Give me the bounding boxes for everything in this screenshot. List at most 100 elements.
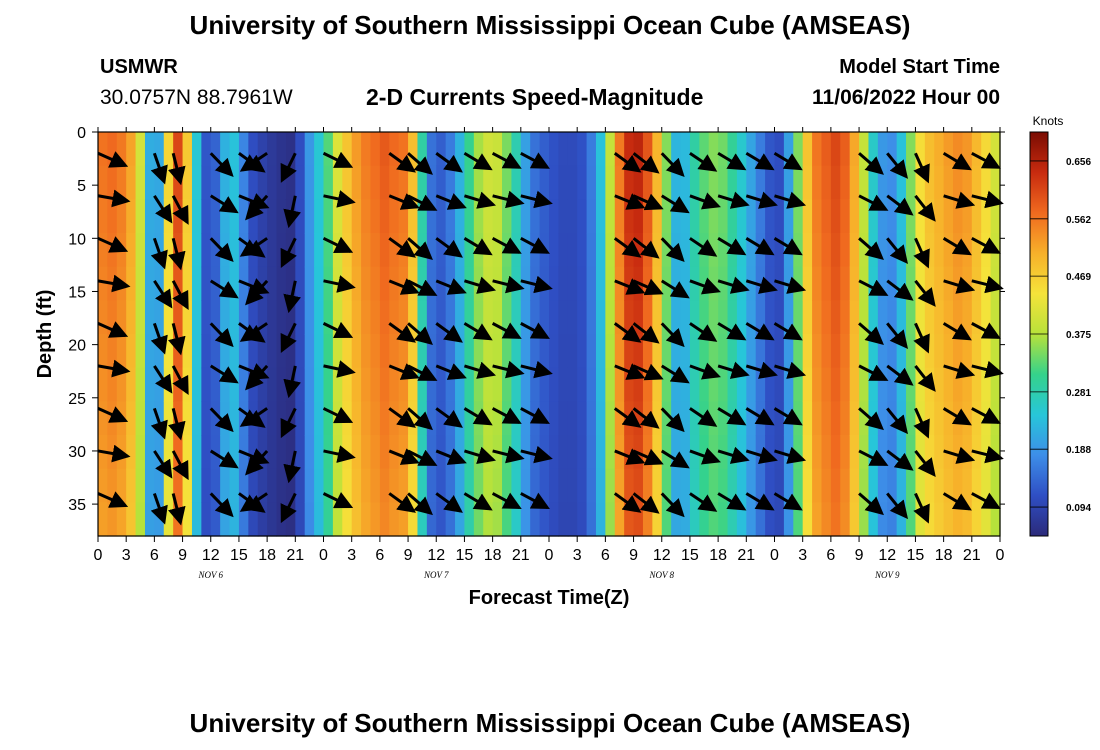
heatmap-cell bbox=[840, 367, 851, 402]
heatmap-cell bbox=[267, 233, 278, 268]
heatmap-cell bbox=[577, 367, 588, 402]
heatmap-cell bbox=[408, 199, 419, 234]
heatmap-cell bbox=[896, 334, 907, 369]
heatmap-cell bbox=[633, 165, 644, 200]
heatmap-cell bbox=[699, 502, 710, 537]
heatmap-cell bbox=[323, 468, 334, 503]
heatmap-cell bbox=[915, 132, 926, 167]
heatmap-cell bbox=[877, 401, 888, 436]
heatmap-cell bbox=[934, 165, 945, 200]
x-tick-label: 15 bbox=[907, 547, 925, 564]
heatmap-cell bbox=[314, 233, 325, 268]
x-tick-label: 15 bbox=[456, 547, 474, 564]
current-vector bbox=[153, 280, 173, 309]
heatmap-cell bbox=[727, 468, 738, 503]
heatmap-cell bbox=[257, 502, 268, 537]
colorbar-tick-label: 0.094 bbox=[1066, 503, 1091, 514]
heatmap-cell bbox=[191, 165, 202, 200]
heatmap-cell bbox=[624, 132, 635, 167]
current-vector bbox=[886, 407, 909, 435]
heatmap-cell bbox=[859, 233, 870, 268]
heatmap-cell bbox=[426, 401, 437, 436]
heatmap-cell bbox=[323, 401, 334, 436]
heatmap-cell bbox=[812, 199, 823, 234]
x-tick-label: 0 bbox=[319, 547, 328, 564]
heatmap-cell bbox=[182, 233, 193, 268]
heatmap-cell bbox=[323, 165, 334, 200]
heatmap-cell bbox=[98, 199, 108, 234]
heatmap-cell bbox=[793, 367, 804, 402]
heatmap-cell bbox=[436, 401, 447, 436]
heatmap-cell bbox=[549, 132, 559, 167]
current-vector bbox=[171, 450, 189, 481]
heatmap-cell bbox=[765, 468, 776, 503]
heatmap-cell bbox=[520, 334, 531, 369]
heatmap-cell bbox=[849, 468, 860, 503]
current-vector bbox=[613, 322, 642, 343]
heatmap-cell bbox=[502, 199, 513, 234]
x-tick-label: 3 bbox=[798, 547, 807, 564]
heatmap-cell bbox=[229, 468, 240, 503]
heatmap-cell bbox=[549, 300, 559, 335]
heatmap-cell bbox=[417, 266, 428, 301]
heatmap-cell bbox=[915, 468, 926, 503]
heatmap-cell bbox=[924, 233, 935, 268]
heatmap-cell bbox=[877, 199, 888, 234]
heatmap-cell bbox=[680, 132, 691, 167]
heatmap-cell bbox=[351, 165, 362, 200]
heatmap-cell bbox=[746, 468, 757, 503]
heatmap-cell bbox=[520, 468, 531, 503]
heatmap-cell bbox=[877, 233, 888, 268]
heatmap-cell bbox=[464, 233, 475, 268]
heatmap-cell bbox=[652, 199, 663, 234]
axes: 0 3 6 9 12 15 18 21 0 3 6 9 12 15 18 21 0 3 6 9 12 15 18 21 0 3 6 9… bbox=[68, 125, 1005, 580]
heatmap-cell bbox=[652, 435, 663, 470]
current-vector bbox=[239, 322, 268, 342]
heatmap-cell bbox=[342, 435, 353, 470]
heatmap-cell bbox=[868, 132, 879, 167]
x-tick-label: 0 bbox=[770, 547, 779, 564]
heatmap-cell bbox=[793, 502, 804, 537]
heatmap-cell bbox=[614, 165, 625, 200]
heatmap-cell bbox=[314, 502, 325, 537]
heatmap-cell bbox=[445, 165, 456, 200]
heatmap-cell bbox=[455, 334, 466, 369]
heatmap-cell bbox=[163, 435, 174, 470]
heatmap-cell bbox=[361, 401, 372, 436]
heatmap-cell bbox=[417, 165, 428, 200]
heatmap-cell bbox=[464, 165, 475, 200]
heatmap-cell bbox=[267, 468, 278, 503]
heatmap-cell bbox=[116, 367, 127, 402]
heatmap-cell bbox=[924, 502, 935, 537]
current-vector bbox=[745, 361, 778, 379]
heatmap-cell bbox=[821, 266, 832, 301]
heatmap-cell bbox=[567, 502, 578, 537]
x-tick-label: 15 bbox=[230, 547, 248, 564]
heatmap-cell bbox=[398, 502, 409, 537]
heatmap-cell bbox=[530, 468, 541, 503]
heatmap-cell bbox=[267, 132, 278, 167]
heatmap-cell bbox=[361, 300, 372, 335]
heatmap-cell bbox=[107, 132, 118, 167]
current-vector bbox=[660, 279, 690, 299]
current-vector bbox=[171, 280, 189, 310]
current-vector bbox=[689, 322, 718, 342]
current-vector bbox=[407, 322, 433, 346]
heatmap-cell bbox=[943, 468, 954, 503]
heatmap-cell bbox=[614, 300, 625, 335]
x-tick-label: 3 bbox=[347, 547, 356, 564]
heatmap-cell bbox=[135, 132, 146, 167]
heatmap-cell bbox=[332, 502, 343, 537]
current-vector bbox=[858, 364, 889, 381]
current-vector bbox=[209, 492, 234, 518]
heatmap-cell bbox=[267, 502, 278, 537]
heatmap-cell bbox=[511, 199, 522, 234]
heatmap-cell bbox=[455, 468, 466, 503]
heatmap-cell bbox=[699, 300, 710, 335]
current-vector bbox=[520, 275, 553, 294]
heatmap-cell bbox=[436, 165, 447, 200]
heatmap-cell bbox=[520, 165, 531, 200]
current-vector bbox=[407, 279, 438, 296]
heatmap-cell bbox=[379, 199, 390, 234]
current-vector bbox=[322, 406, 354, 424]
